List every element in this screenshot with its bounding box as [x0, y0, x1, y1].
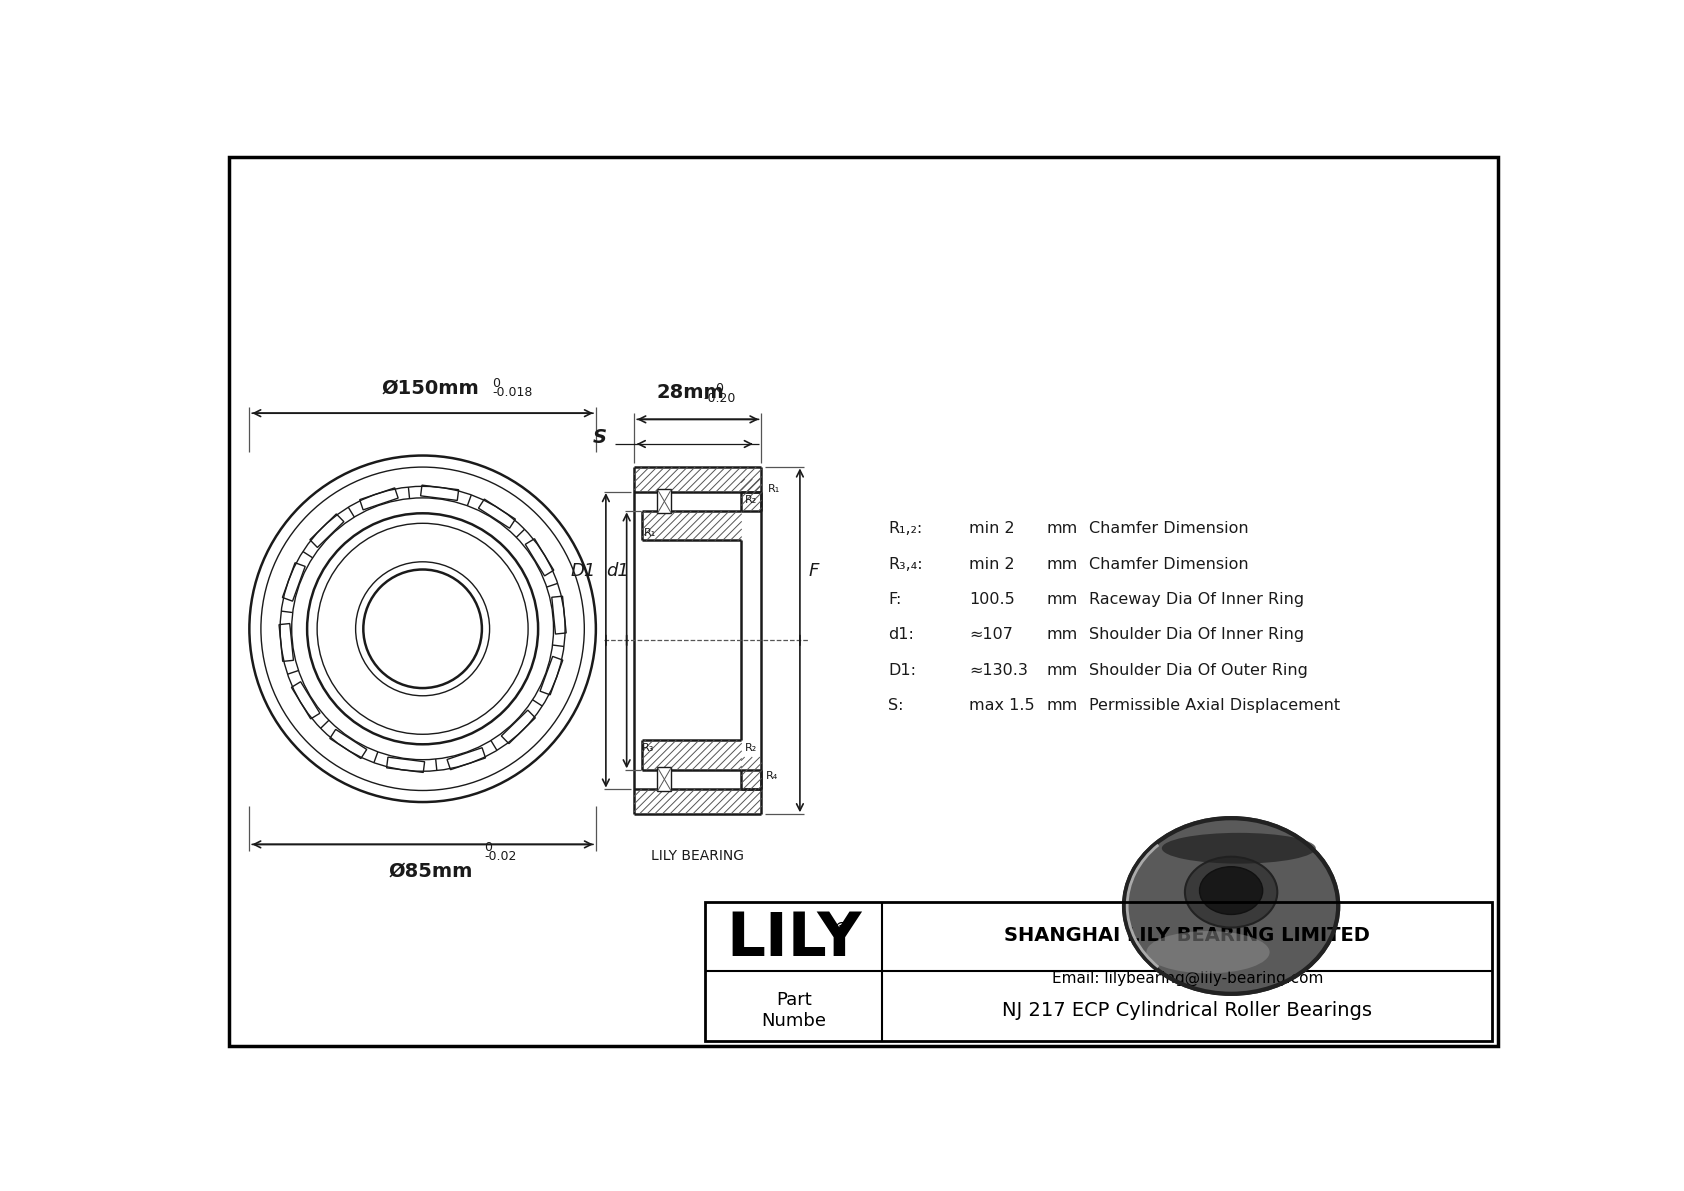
- Text: mm: mm: [1046, 556, 1078, 572]
- Text: Shoulder Dia Of Outer Ring: Shoulder Dia Of Outer Ring: [1088, 663, 1307, 678]
- Text: 100.5: 100.5: [970, 592, 1015, 607]
- Text: -0.02: -0.02: [485, 850, 517, 862]
- Text: Ø85mm: Ø85mm: [387, 861, 473, 880]
- Text: F:: F:: [889, 592, 903, 607]
- Text: d1:: d1:: [889, 628, 914, 642]
- Text: D1: D1: [571, 562, 596, 580]
- Text: Raceway Dia Of Inner Ring: Raceway Dia Of Inner Ring: [1088, 592, 1303, 607]
- Text: min 2: min 2: [970, 522, 1015, 536]
- Ellipse shape: [1162, 833, 1315, 863]
- Text: mm: mm: [1046, 592, 1078, 607]
- Text: 0: 0: [492, 378, 500, 391]
- Ellipse shape: [1147, 931, 1270, 973]
- Text: mm: mm: [1046, 522, 1078, 536]
- Text: 0: 0: [485, 841, 492, 854]
- Text: R₃: R₃: [642, 743, 655, 753]
- Text: Chamfer Dimension: Chamfer Dimension: [1088, 522, 1248, 536]
- Text: Ø150mm: Ø150mm: [382, 379, 480, 398]
- Text: LILY: LILY: [726, 910, 862, 969]
- Text: mm: mm: [1046, 698, 1078, 713]
- Text: Chamfer Dimension: Chamfer Dimension: [1088, 556, 1248, 572]
- Text: mm: mm: [1046, 663, 1078, 678]
- Text: d1: d1: [606, 562, 628, 580]
- Text: Part
Numbe: Part Numbe: [761, 991, 827, 1030]
- Text: S: S: [593, 429, 606, 448]
- Text: ≈130.3: ≈130.3: [970, 663, 1029, 678]
- Text: R₄: R₄: [766, 771, 778, 781]
- Text: SHANGHAI LILY BEARING LIMITED: SHANGHAI LILY BEARING LIMITED: [1004, 925, 1371, 944]
- Text: F: F: [808, 562, 818, 580]
- Ellipse shape: [1199, 867, 1263, 915]
- Ellipse shape: [1123, 817, 1339, 994]
- Text: R₁: R₁: [768, 485, 780, 494]
- Text: mm: mm: [1046, 628, 1078, 642]
- Text: R₁: R₁: [643, 528, 655, 537]
- Text: -0.018: -0.018: [492, 386, 532, 399]
- Text: R₁,₂:: R₁,₂:: [889, 522, 923, 536]
- Ellipse shape: [1186, 856, 1276, 928]
- Text: LILY BEARING: LILY BEARING: [652, 849, 744, 863]
- Text: -0.20: -0.20: [704, 393, 736, 405]
- Bar: [657, 767, 672, 791]
- Text: S:: S:: [889, 698, 904, 713]
- Text: R₂: R₂: [744, 743, 756, 753]
- Bar: [706, 902, 1492, 1041]
- Text: 0: 0: [716, 381, 724, 394]
- Text: Permissible Axial Displacement: Permissible Axial Displacement: [1088, 698, 1340, 713]
- Text: R₃,₄:: R₃,₄:: [889, 556, 923, 572]
- Text: max 1.5: max 1.5: [970, 698, 1036, 713]
- Bar: [657, 490, 672, 513]
- Text: NJ 217 ECP Cylindrical Roller Bearings: NJ 217 ECP Cylindrical Roller Bearings: [1002, 1000, 1372, 1019]
- Text: ®: ®: [832, 921, 850, 939]
- Text: Email: lilybearing@lily-bearing.com: Email: lilybearing@lily-bearing.com: [1051, 971, 1324, 986]
- Text: D1:: D1:: [889, 663, 916, 678]
- Text: ≈107: ≈107: [970, 628, 1014, 642]
- Text: R₂: R₂: [746, 495, 758, 505]
- Text: 28mm: 28mm: [657, 384, 724, 403]
- Text: Shoulder Dia Of Inner Ring: Shoulder Dia Of Inner Ring: [1088, 628, 1303, 642]
- Text: min 2: min 2: [970, 556, 1015, 572]
